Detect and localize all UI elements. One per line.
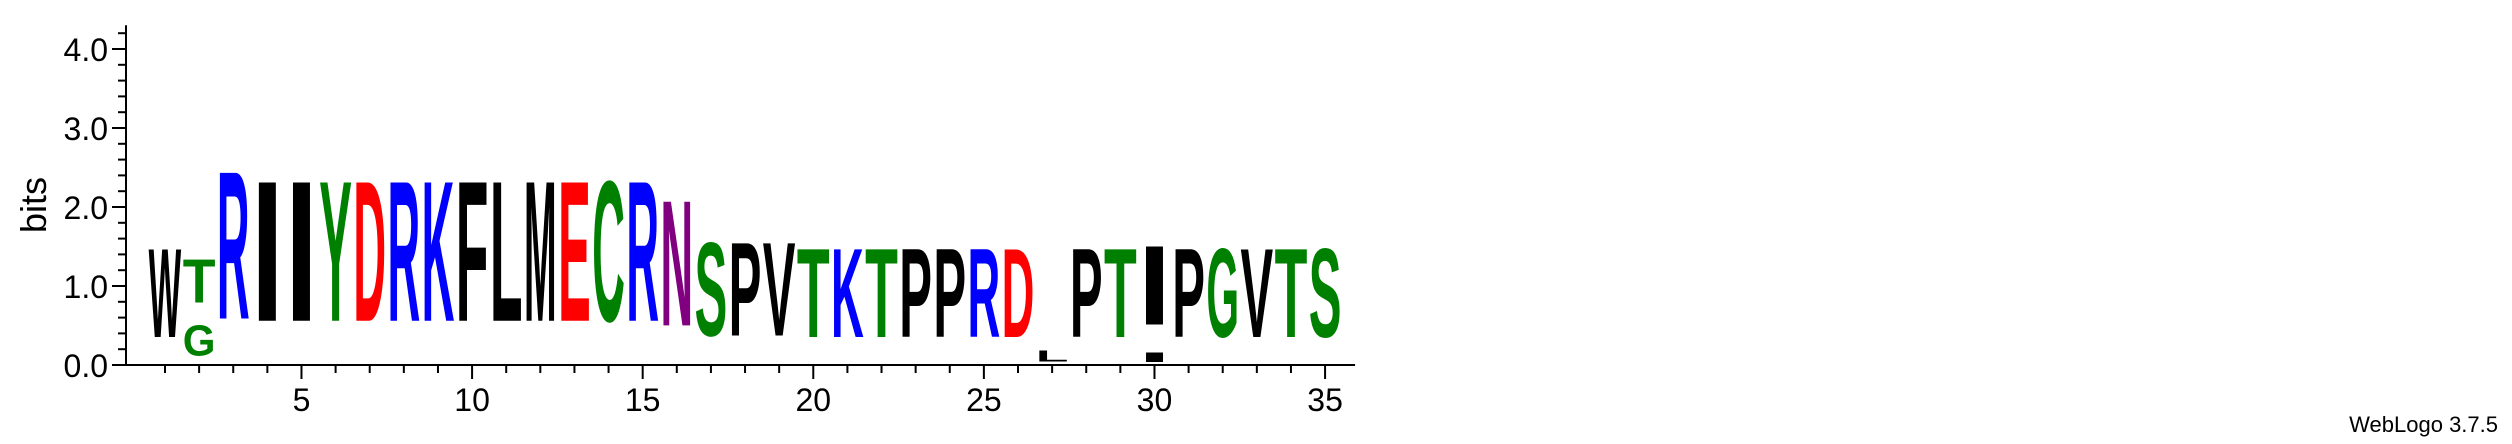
logo-letter: E <box>558 141 591 365</box>
logo-letter: T <box>797 222 830 364</box>
logo-letter: C <box>592 139 625 364</box>
logo-letter: S <box>1309 224 1342 365</box>
logo-letter: Y <box>319 141 352 365</box>
logo-letter: P <box>1070 224 1103 365</box>
y-axis: 0.0 1.0 2.0 3.0 4.0 <box>64 25 127 384</box>
logo-letter: K <box>831 224 864 365</box>
logo-letter: I <box>251 139 284 363</box>
logo-letter: I <box>1138 349 1171 365</box>
logo-letter: P <box>729 216 762 365</box>
x-tick-label: 30 <box>1137 382 1173 418</box>
logo-glyphs: W GT R I I Y D R K F L M E C R N S P V T K T P P R D L P T II P G V T S <box>149 128 1342 366</box>
logo-letter: T <box>1275 222 1308 364</box>
logo-letter: R <box>968 224 1001 365</box>
logo-letter: L <box>490 140 523 364</box>
logo-letter: D <box>353 139 386 364</box>
logo-letter: K <box>422 139 455 364</box>
logo-letter: F <box>456 140 489 364</box>
y-axis-label: bits <box>13 177 54 233</box>
logo-letter: P <box>933 224 966 365</box>
logo-letter: V <box>763 216 796 365</box>
logo-letter: V <box>1240 224 1273 365</box>
y-tick-label: 1.0 <box>64 269 108 305</box>
x-tick-label: 35 <box>1307 382 1343 418</box>
logo-letter: L <box>1036 348 1069 365</box>
x-tick-label: 20 <box>795 382 831 418</box>
x-tick-label: 15 <box>625 382 661 418</box>
logo-letter: S <box>695 216 728 365</box>
y-tick-label: 0.0 <box>64 348 108 384</box>
logo-letter: P <box>899 224 932 365</box>
logo-letter: I <box>1138 224 1171 349</box>
x-tick-label: 10 <box>454 382 490 418</box>
logo-letter: I <box>285 139 318 363</box>
logo-letter: T <box>1104 222 1137 364</box>
y-tick-label: 3.0 <box>64 111 108 147</box>
x-tick-label: 25 <box>966 382 1002 418</box>
logo-letter: M <box>524 139 557 364</box>
y-tick-label: 2.0 <box>64 190 108 226</box>
y-tick-label: 4.0 <box>64 32 108 68</box>
logo-letter: T <box>183 248 216 316</box>
logo-letter: R <box>387 139 420 364</box>
logo-letter: G <box>1206 223 1239 365</box>
logo-letter: D <box>1002 224 1035 365</box>
weblogo-credit: WebLogo 3.7.5 <box>2349 412 2498 437</box>
x-tick-label: 5 <box>293 382 311 418</box>
logo-letter: P <box>1172 224 1205 365</box>
logo-letter: R <box>217 128 250 364</box>
logo-letter: G <box>183 317 216 366</box>
logo-letter: N <box>660 162 693 364</box>
logo-letter: W <box>149 222 182 364</box>
logo-letter: R <box>626 139 659 364</box>
x-axis: 5 10 15 20 25 30 35 <box>126 364 1356 418</box>
logo-letter: T <box>865 222 898 364</box>
